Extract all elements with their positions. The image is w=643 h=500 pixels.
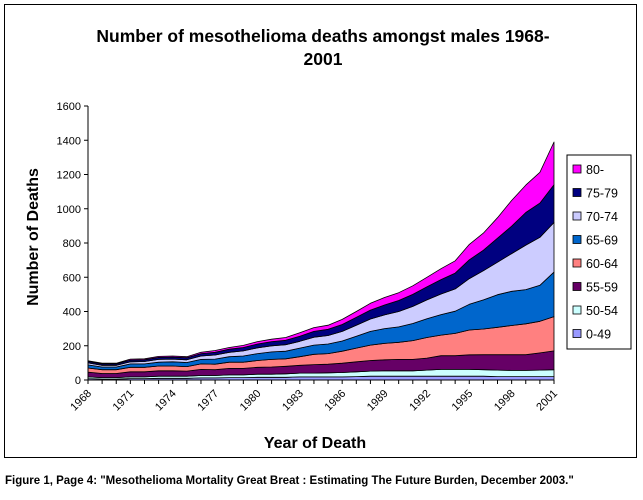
- legend-swatch-55-59: [572, 282, 582, 291]
- legend-label-60-64: 60-64: [586, 257, 618, 271]
- x-tick-label: 1980: [238, 388, 264, 414]
- y-tick-label: 1400: [57, 135, 81, 147]
- y-tick-label: 600: [63, 272, 81, 284]
- y-axis-label: Number of Deaths: [25, 168, 42, 306]
- legend-swatch-60-64: [572, 258, 582, 268]
- legend-label-50-54: 50-54: [586, 304, 618, 318]
- x-tick-label: 1992: [407, 388, 433, 414]
- x-tick-label: 1986: [323, 388, 349, 414]
- legend-swatch-80-: [572, 164, 582, 174]
- chart-frame: Number of mesothelioma deaths amongst ma…: [4, 4, 637, 458]
- legend-label-65-69: 65-69: [586, 234, 618, 248]
- x-tick-label: 1971: [111, 388, 137, 414]
- x-tick-label: 1968: [68, 388, 94, 414]
- y-tick-label: 1200: [57, 170, 81, 182]
- legend-label-55-59: 55-59: [586, 281, 618, 295]
- x-tick-label: 1998: [492, 388, 518, 414]
- legend-swatch-75-79: [572, 188, 582, 197]
- legend-label-80-: 80-: [586, 163, 604, 177]
- x-axis-label: Year of Death: [264, 435, 366, 452]
- area-series-80-: [87, 141, 555, 365]
- legend-swatch-0-49: [572, 329, 582, 338]
- legend-label-70-74: 70-74: [586, 210, 618, 224]
- legend: 80- 75-79 70-74 65-69 60-64 55-59 50-54 0-49: [566, 154, 632, 350]
- x-tick-label: 1983: [280, 388, 306, 414]
- y-tick-label: 400: [63, 307, 81, 319]
- x-tick-label: 1989: [365, 388, 391, 414]
- x-tick-label: 1974: [153, 388, 179, 414]
- legend-swatch-65-69: [572, 235, 582, 244]
- x-tick-label: 1995: [450, 388, 476, 414]
- legend-box: [566, 154, 632, 350]
- area-series-group: [87, 141, 555, 381]
- chart-title-line-1: Number of mesothelioma deaths amongst ma…: [96, 26, 549, 46]
- legend-label-0-49: 0-49: [586, 328, 611, 342]
- y-tick-label: 1600: [57, 101, 81, 113]
- legend-label-75-79: 75-79: [586, 187, 618, 201]
- x-tick-label: 2001: [534, 388, 560, 414]
- x-tick-label: 1977: [195, 388, 221, 414]
- figure-caption: Figure 1, Page 4: "Mesothelioma Mortalit…: [5, 475, 574, 487]
- y-tick-label: 200: [63, 341, 81, 353]
- y-tick-label: 800: [63, 238, 81, 250]
- legend-swatch-50-54: [572, 305, 582, 315]
- y-tick-label: 1000: [57, 204, 81, 216]
- y-tick-label: 0: [75, 375, 81, 387]
- chart-title-line-2: 2001: [304, 49, 343, 69]
- legend-swatch-70-74: [572, 211, 582, 221]
- mesothelioma-area-chart: Number of mesothelioma deaths amongst ma…: [25, 26, 632, 452]
